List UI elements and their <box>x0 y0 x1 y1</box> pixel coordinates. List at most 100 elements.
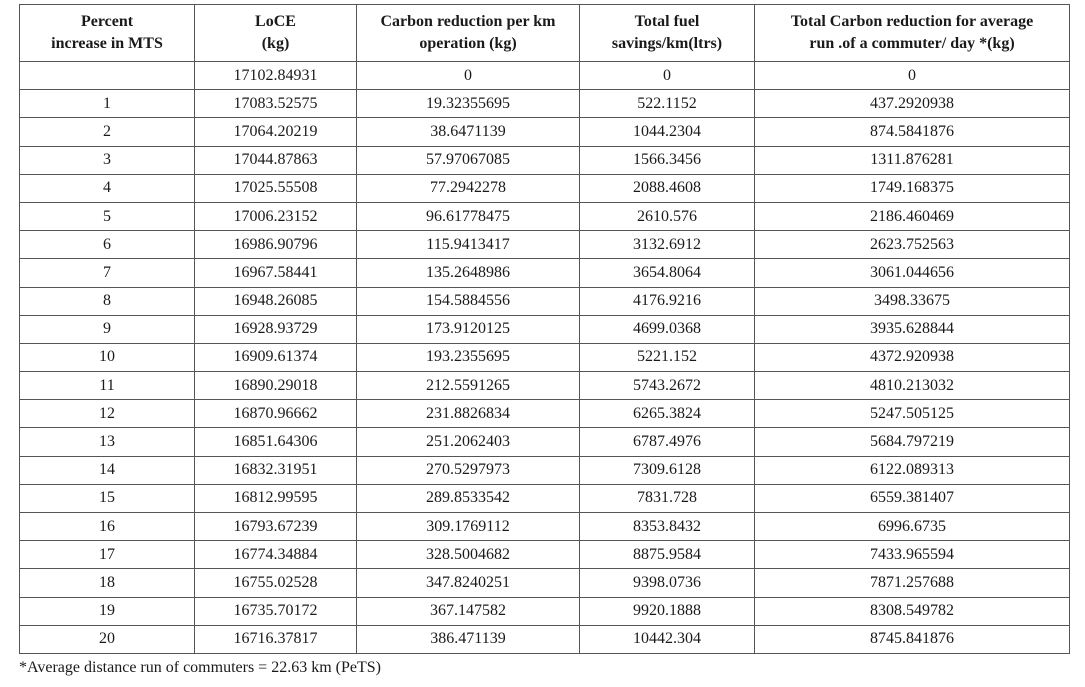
cell-percent: 6 <box>19 230 195 260</box>
header-line: run .of a commuter/ day *(kg) <box>809 35 1015 52</box>
table-row: 17 16774.34884 328.5004682 8875.9584 7433.96… <box>19 540 1070 570</box>
cell-fuel-savings: 0 <box>579 60 755 91</box>
cell-carbon-per-km: 289.8533542 <box>356 483 580 514</box>
cell-loce: 17083.52575 <box>194 89 357 119</box>
cell-carbon-per-km: 309.1769112 <box>356 511 580 542</box>
cell-total-carbon: 1749.168375 <box>754 173 1070 203</box>
cell-carbon-per-km: 328.5004682 <box>356 540 580 570</box>
cell-loce: 17102.84931 <box>194 60 357 91</box>
cell-loce: 16967.58441 <box>194 258 357 288</box>
cell-carbon-per-km: 57.97067085 <box>356 145 580 175</box>
table-row: 6 16986.90796 115.9413417 3132.6912 2623.752… <box>19 230 1070 260</box>
cell-fuel-savings: 6265.3824 <box>579 399 755 429</box>
cell-total-carbon: 6122.089313 <box>754 455 1070 485</box>
cell-fuel-savings: 3654.8064 <box>579 258 755 288</box>
table-row: 7 16967.58441 135.2648986 3654.8064 3061.044… <box>19 258 1070 288</box>
cell-fuel-savings: 8875.9584 <box>579 540 755 570</box>
cell-total-carbon: 8745.841876 <box>754 624 1070 654</box>
header-carbon-per-km: Carbon reduction per km operation (kg) <box>356 4 580 62</box>
cell-carbon-per-km: 231.8826834 <box>356 399 580 429</box>
cell-percent: 7 <box>19 258 195 288</box>
table-row: 4 17025.55508 77.2942278 2088.4608 1749.1683… <box>19 173 1070 203</box>
cell-loce: 16716.37817 <box>194 624 357 654</box>
header-total-carbon: Total Carbon reduction for average run .o… <box>754 4 1070 62</box>
cell-total-carbon: 8308.549782 <box>754 596 1070 626</box>
cell-carbon-per-km: 154.5884556 <box>356 286 580 316</box>
header-line: Total Carbon reduction for average <box>790 13 1034 30</box>
header-line: savings/km(ltrs) <box>611 35 723 52</box>
cell-percent: 17 <box>19 540 195 570</box>
cell-fuel-savings: 9398.0736 <box>579 568 755 598</box>
cell-percent: 11 <box>19 371 195 401</box>
cell-loce: 16890.29018 <box>194 371 357 401</box>
cell-carbon-per-km: 0 <box>356 60 580 91</box>
cell-loce: 16851.64306 <box>194 427 357 457</box>
cell-total-carbon: 874.5841876 <box>754 117 1070 147</box>
cell-fuel-savings: 7309.6128 <box>579 455 755 485</box>
cell-loce: 17006.23152 <box>194 201 357 232</box>
cell-loce: 16832.31951 <box>194 455 357 485</box>
cell-loce: 16909.61374 <box>194 342 357 373</box>
cell-percent: 15 <box>19 483 195 514</box>
cell-carbon-per-km: 77.2942278 <box>356 173 580 203</box>
cell-loce: 16812.99595 <box>194 483 357 514</box>
table-row: 12 16870.96662 231.8826834 6265.3824 5247.50… <box>19 399 1070 429</box>
table-row: 19 16735.70172 367.147582 9920.1888 8308.549… <box>19 596 1070 626</box>
cell-percent: 10 <box>19 342 195 373</box>
cell-carbon-per-km: 347.8240251 <box>356 568 580 598</box>
table-row: 11 16890.29018 212.5591265 5743.2672 4810.21… <box>19 371 1070 401</box>
cell-loce: 16774.34884 <box>194 540 357 570</box>
cell-carbon-per-km: 270.5297973 <box>356 455 580 485</box>
cell-percent: 12 <box>19 399 195 429</box>
cell-fuel-savings: 5221.152 <box>579 342 755 373</box>
cell-percent: 5 <box>19 201 195 232</box>
carbon-reduction-table: Percent increase in MTS LoCE (kg) Carbon red… <box>19 4 1070 654</box>
cell-carbon-per-km: 367.147582 <box>356 596 580 626</box>
cell-total-carbon: 6996.6735 <box>754 511 1070 542</box>
header-line: Total fuel <box>634 13 700 30</box>
cell-loce: 16986.90796 <box>194 230 357 260</box>
table-row: 3 17044.87863 57.97067085 1566.3456 1311.876… <box>19 145 1070 175</box>
header-line: (kg) <box>261 35 290 52</box>
cell-carbon-per-km: 115.9413417 <box>356 230 580 260</box>
cell-percent: 20 <box>19 624 195 654</box>
table-row: 1 17083.52575 19.32355695 522.1152 437.29209… <box>19 89 1070 119</box>
header-row: Percent increase in MTS LoCE (kg) Carbon red… <box>19 4 1070 62</box>
cell-total-carbon: 1311.876281 <box>754 145 1070 175</box>
cell-carbon-per-km: 212.5591265 <box>356 371 580 401</box>
cell-total-carbon: 6559.381407 <box>754 483 1070 514</box>
cell-percent: 1 <box>19 89 195 119</box>
table-row: 2 17064.20219 38.6471139 1044.2304 874.58418… <box>19 117 1070 147</box>
cell-loce: 16735.70172 <box>194 596 357 626</box>
cell-carbon-per-km: 386.471139 <box>356 624 580 654</box>
cell-percent: 9 <box>19 314 195 344</box>
header-line: operation (kg) <box>419 35 517 52</box>
cell-fuel-savings: 2610.576 <box>579 201 755 232</box>
cell-loce: 16793.67239 <box>194 511 357 542</box>
cell-fuel-savings: 5743.2672 <box>579 371 755 401</box>
cell-total-carbon: 5247.505125 <box>754 399 1070 429</box>
cell-fuel-savings: 4176.9216 <box>579 286 755 316</box>
cell-fuel-savings: 2088.4608 <box>579 173 755 203</box>
cell-percent: 14 <box>19 455 195 485</box>
header-percent-increase: Percent increase in MTS <box>19 4 195 62</box>
table-row: 13 16851.64306 251.2062403 6787.4976 5684.79… <box>19 427 1070 457</box>
cell-total-carbon: 4372.920938 <box>754 342 1070 373</box>
cell-total-carbon: 7871.257688 <box>754 568 1070 598</box>
document: Percent increase in MTS LoCE (kg) Carbon red… <box>19 4 1070 678</box>
cell-loce: 16870.96662 <box>194 399 357 429</box>
cell-loce: 17044.87863 <box>194 145 357 175</box>
cell-loce: 16755.02528 <box>194 568 357 598</box>
header-line: increase in MTS <box>51 35 163 52</box>
table-row: 15 16812.99595 289.8533542 7831.728 6559.381… <box>19 483 1070 514</box>
cell-total-carbon: 3498.33675 <box>754 286 1070 316</box>
cell-total-carbon: 4810.213032 <box>754 371 1070 401</box>
cell-percent: 13 <box>19 427 195 457</box>
cell-loce: 16928.93729 <box>194 314 357 344</box>
cell-fuel-savings: 8353.8432 <box>579 511 755 542</box>
cell-percent: 4 <box>19 173 195 203</box>
cell-fuel-savings: 9920.1888 <box>579 596 755 626</box>
table-row: 16 16793.67239 309.1769112 8353.8432 6996.67… <box>19 511 1070 542</box>
cell-fuel-savings: 1044.2304 <box>579 117 755 147</box>
cell-percent: 2 <box>19 117 195 147</box>
